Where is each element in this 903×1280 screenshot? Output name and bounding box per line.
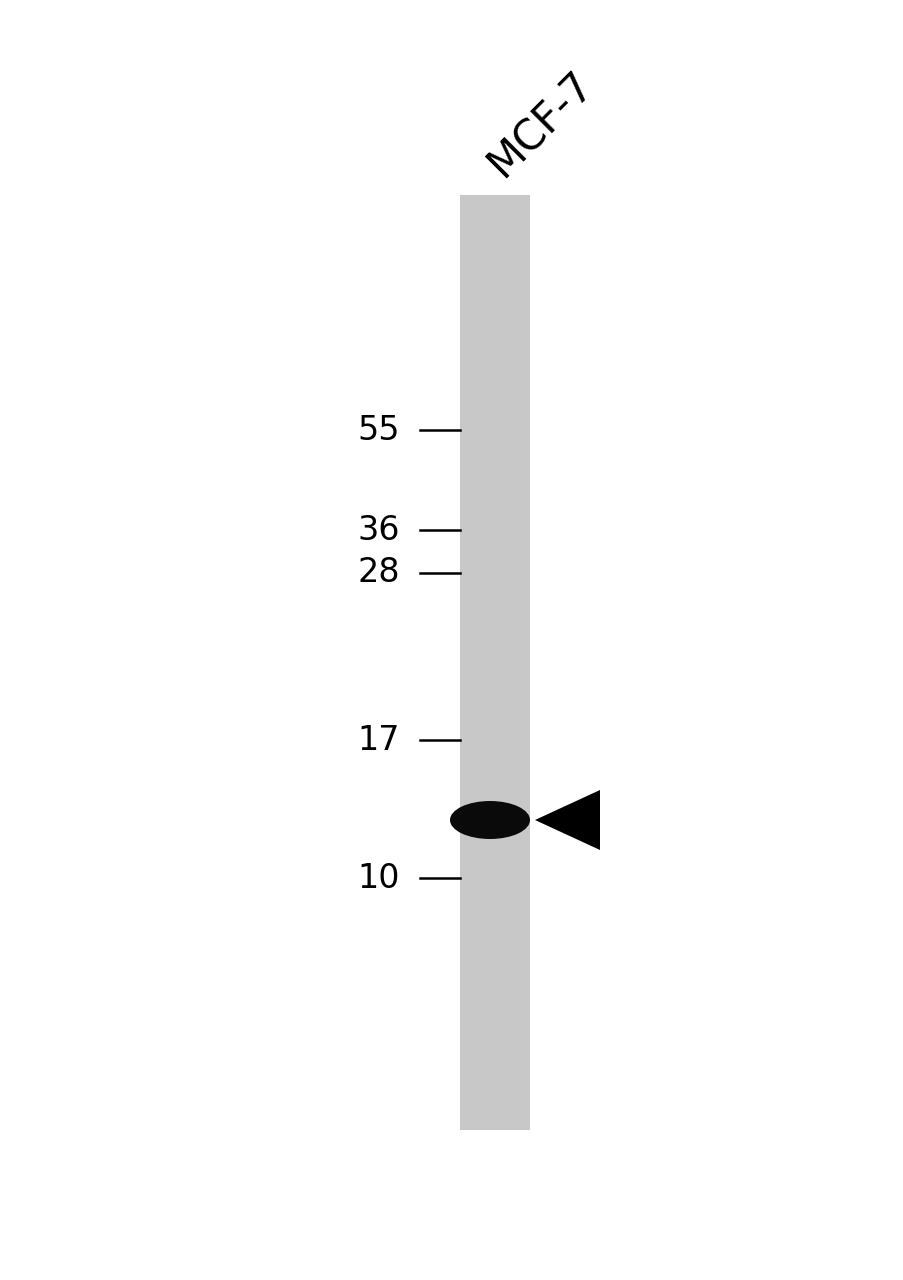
Bar [460, 195, 529, 1130]
Text: 36: 36 [357, 513, 399, 547]
Text: 55: 55 [357, 413, 399, 447]
Text: 10: 10 [357, 861, 399, 895]
Text: 28: 28 [357, 557, 399, 590]
Text: 17: 17 [357, 723, 399, 756]
Ellipse shape [450, 801, 529, 838]
Text: MCF-7: MCF-7 [479, 63, 601, 186]
Polygon shape [535, 790, 600, 850]
